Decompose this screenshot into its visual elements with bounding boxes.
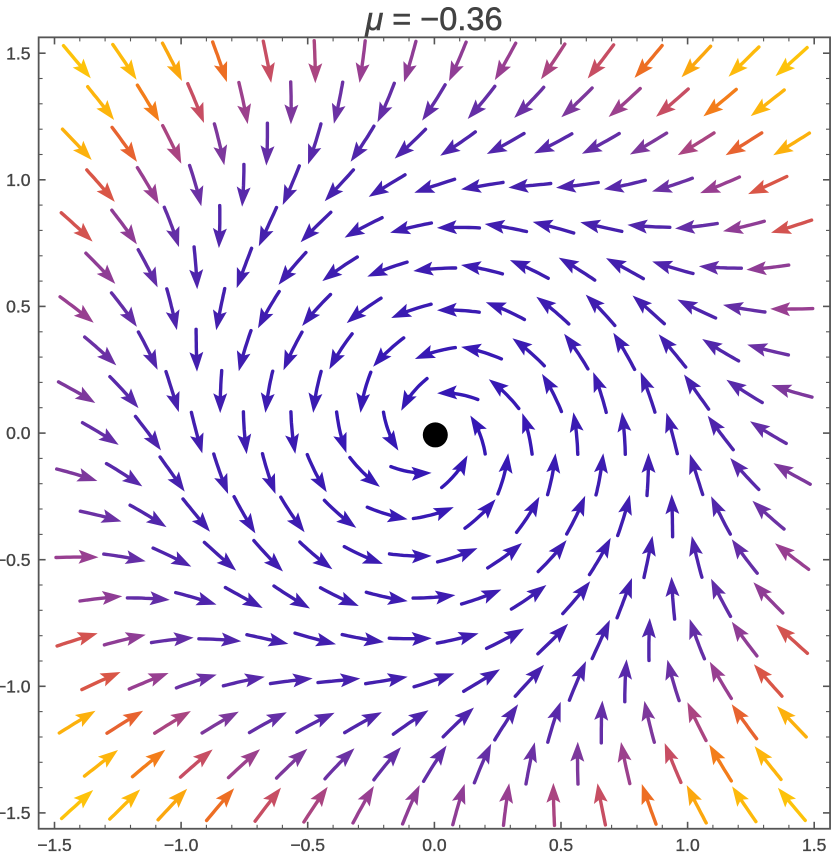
svg-text:0.0: 0.0 xyxy=(6,423,31,443)
svg-text:−1.0: −1.0 xyxy=(0,677,31,697)
svg-text:0.0: 0.0 xyxy=(422,835,447,855)
svg-text:μ = −0.36: μ = −0.36 xyxy=(364,1,502,37)
svg-text:1.0: 1.0 xyxy=(6,170,31,190)
svg-text:−1.5: −1.5 xyxy=(0,803,31,823)
svg-text:−0.5: −0.5 xyxy=(0,550,31,570)
svg-text:−1.0: −1.0 xyxy=(164,835,199,855)
svg-text:0.5: 0.5 xyxy=(6,297,30,317)
svg-text:1.5: 1.5 xyxy=(802,835,826,855)
svg-text:−1.5: −1.5 xyxy=(37,835,72,855)
svg-text:−0.5: −0.5 xyxy=(290,835,325,855)
svg-text:1.0: 1.0 xyxy=(675,835,700,855)
svg-text:0.5: 0.5 xyxy=(549,835,573,855)
svg-text:1.5: 1.5 xyxy=(6,43,30,63)
